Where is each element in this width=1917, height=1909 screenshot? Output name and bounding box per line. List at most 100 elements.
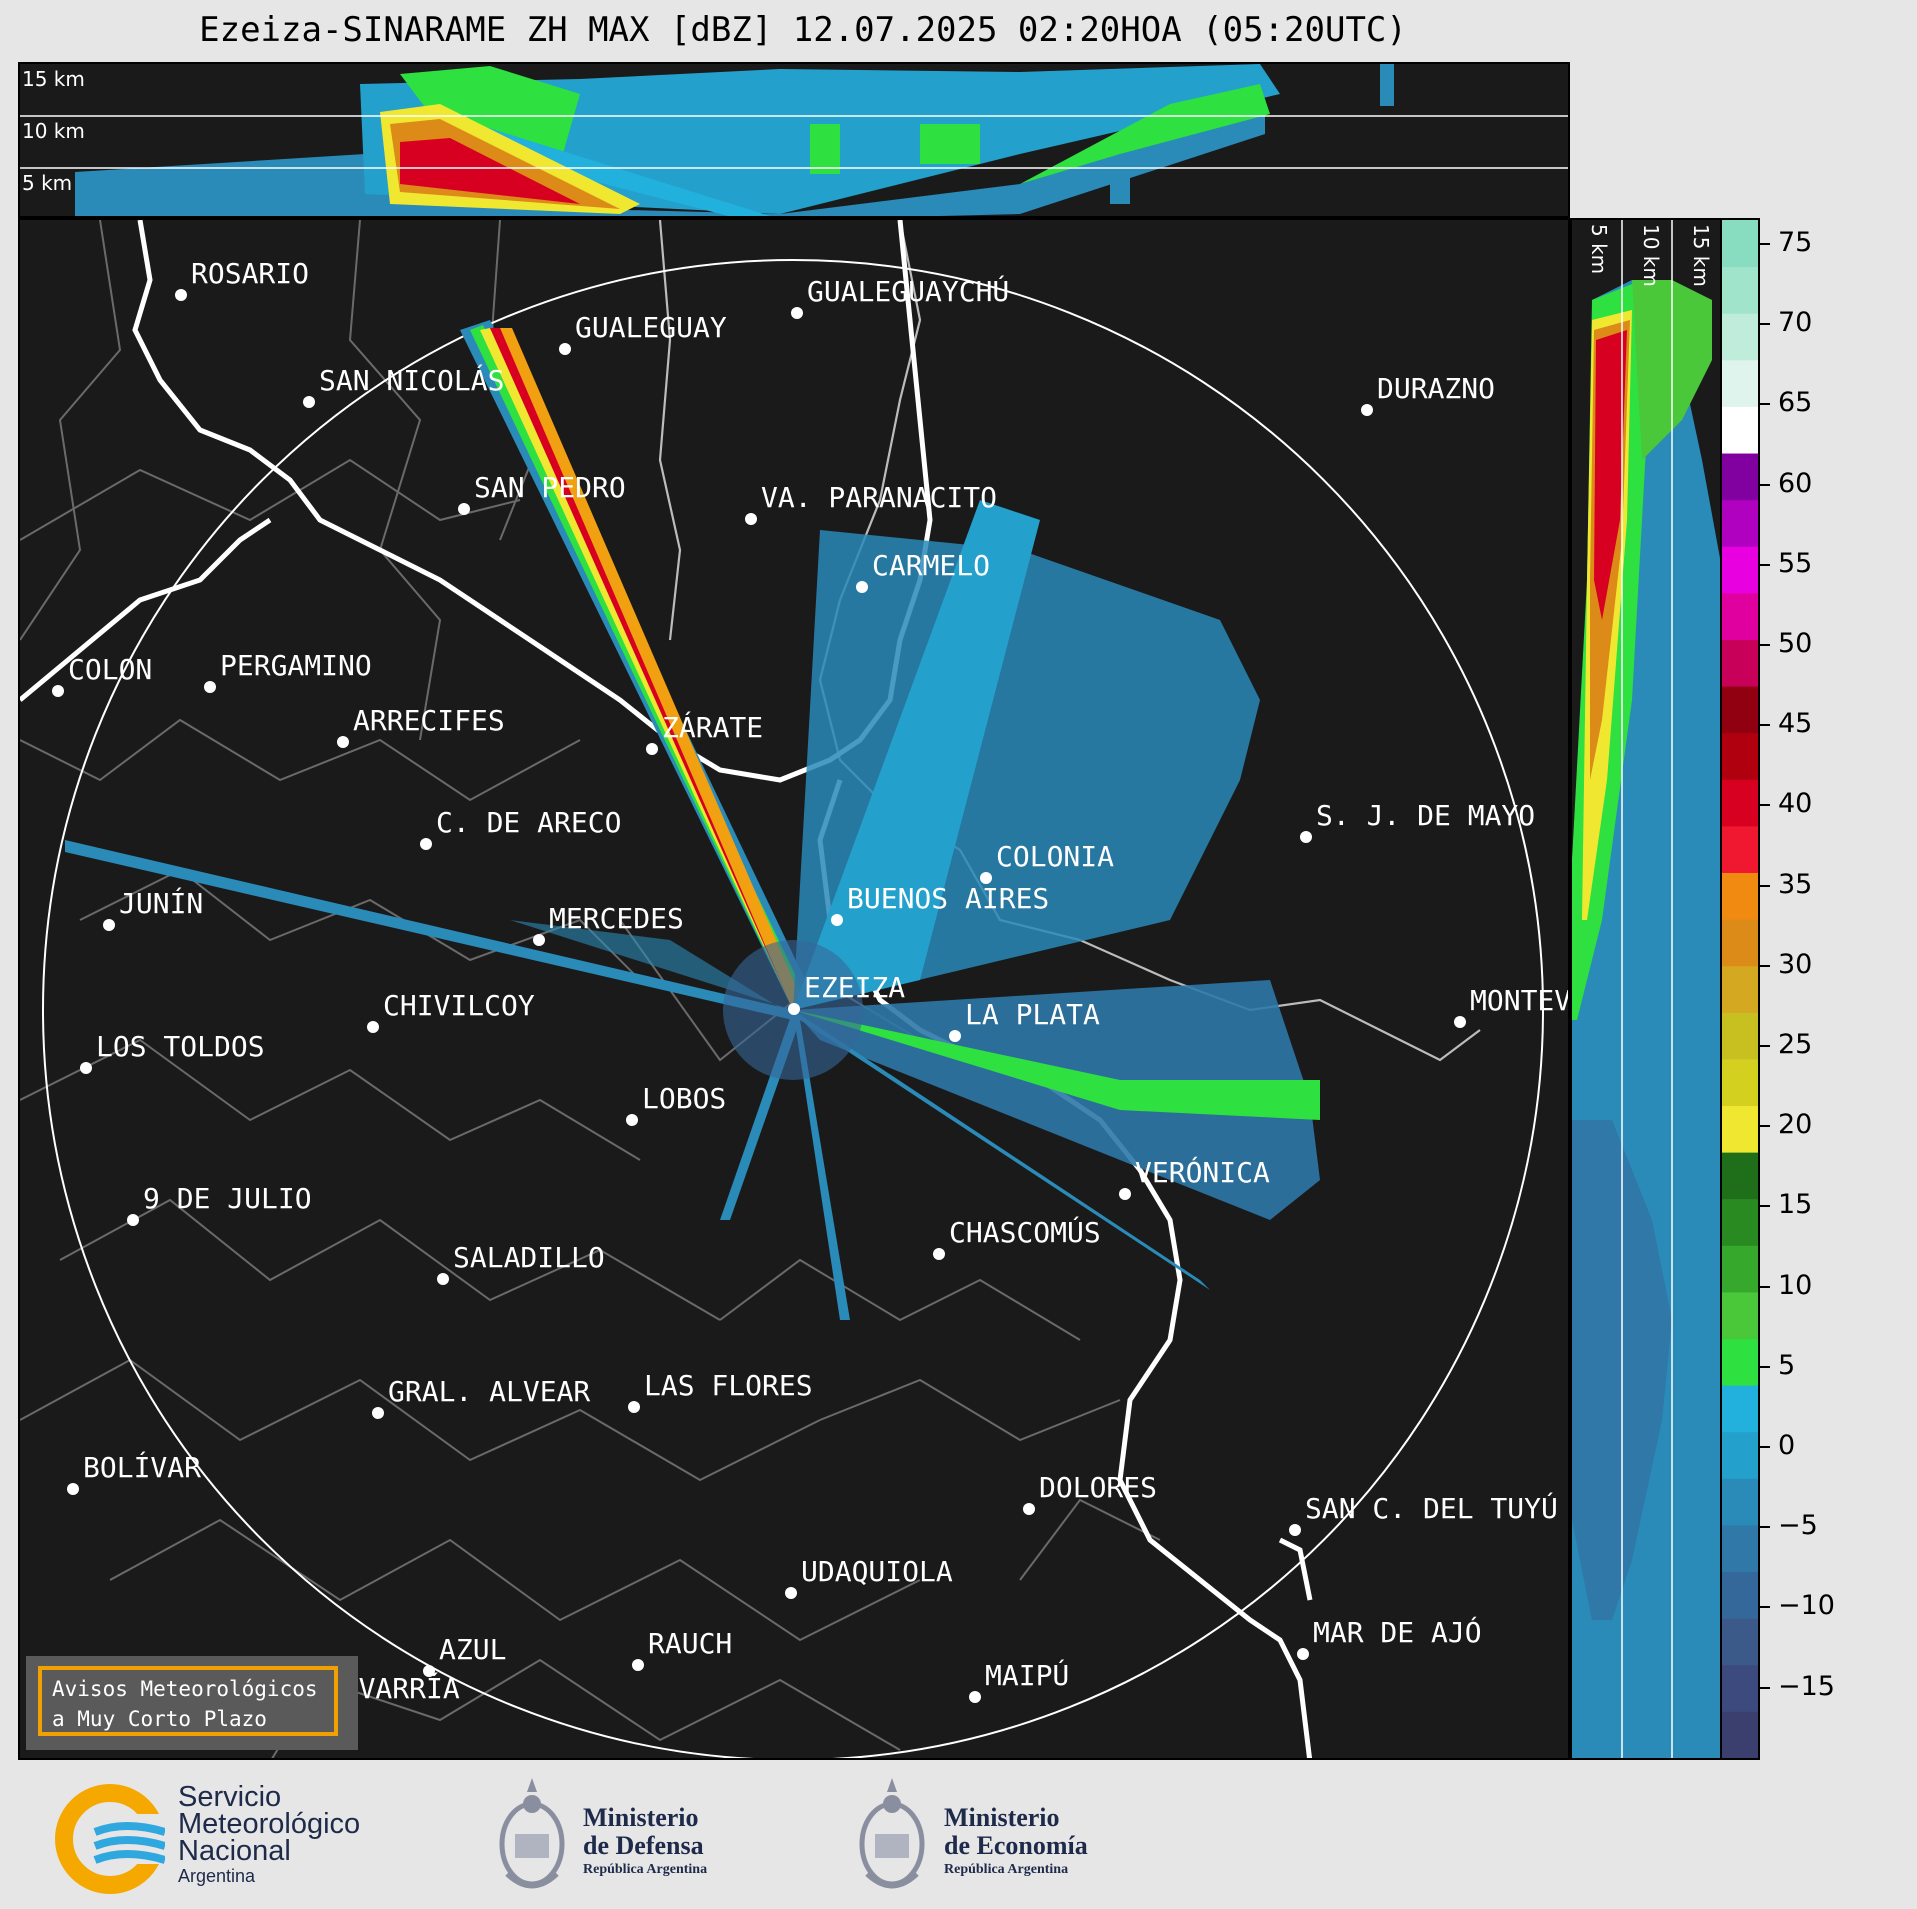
city-marker-9dejulio — [127, 1214, 139, 1226]
colorbar-tick — [1760, 483, 1770, 486]
height-label-15: 15 km — [22, 67, 85, 91]
city-label-sanpedro: SAN PEDRO — [474, 471, 626, 504]
city-label-arrecifes: ARRECIFES — [353, 704, 505, 737]
city-label-buenosaires: BUENOS AIRES — [847, 882, 1049, 915]
city-marker-mardeajo — [1297, 1648, 1309, 1660]
smn-line-1: Servicio — [178, 1781, 282, 1813]
city-marker-montevideo — [1454, 1016, 1466, 1028]
city-label-bolivar: BOLÍVAR — [83, 1450, 201, 1484]
city-label-pergamino: PERGAMINO — [220, 649, 372, 682]
colorbar-segment — [1722, 965, 1758, 1013]
city-label-mercedes: MERCEDES — [549, 902, 684, 935]
colorbar-tick-label: 20 — [1778, 1109, 1813, 1141]
city-marker-mercedes — [533, 934, 545, 946]
colorbar-tick — [1760, 1686, 1770, 1689]
colorbar-segment — [1722, 313, 1758, 361]
colorbar-segment — [1722, 1431, 1758, 1479]
eco-line-1: Ministerio — [944, 1803, 1060, 1832]
colorbar-segment — [1722, 546, 1758, 594]
colorbar-segment — [1722, 1338, 1758, 1386]
city-marker-sannicolas — [303, 396, 315, 408]
city-marker-zarate — [646, 743, 658, 755]
colorbar-segment — [1722, 1152, 1758, 1200]
city-label-rosario: ROSARIO — [191, 257, 309, 290]
city-label-azul: AZUL — [439, 1633, 506, 1666]
smn-line-4: Argentina — [178, 1866, 256, 1886]
colorbar-tick — [1760, 724, 1770, 727]
colorbar-tick-label: −15 — [1778, 1670, 1835, 1702]
colorbar-tick-label: 25 — [1778, 1029, 1813, 1060]
colorbar-segment — [1722, 1618, 1758, 1666]
colorbar-segment — [1722, 872, 1758, 920]
city-label-gralalvear: GRAL. ALVEAR — [388, 1375, 590, 1408]
city-marker-gualeguay — [559, 343, 571, 355]
city-marker-rosario — [175, 289, 187, 301]
city-marker-maipu — [969, 1691, 981, 1703]
smn-logo-icon — [55, 1784, 165, 1894]
side-height-label-10: 10 km — [1639, 224, 1663, 287]
colorbar-tick-label: 40 — [1778, 788, 1813, 820]
city-label-saladillo: SALADILLO — [453, 1241, 605, 1274]
city-label-colonia: COLONIA — [996, 840, 1114, 873]
city-label-dolores: DOLORES — [1039, 1471, 1157, 1504]
city-layer: ROSARIO GUALEGUAYCHÚ GUALEGUAY SAN NICOLÁS D… — [52, 257, 1570, 1716]
colorbar-tick — [1760, 403, 1770, 406]
alert-line-2: a Muy Corto Plazo — [52, 1707, 267, 1731]
colorbar-tick — [1760, 884, 1770, 887]
city-marker-gualeguaychu — [791, 307, 803, 319]
colorbar-tick-label: 30 — [1778, 948, 1813, 980]
colorbar-tick-label: 10 — [1778, 1269, 1813, 1301]
city-marker-saladillo — [437, 1273, 449, 1285]
city-label-sannicolas: SAN NICOLÁS — [319, 363, 504, 397]
colorbar-tick — [1760, 1045, 1770, 1047]
colorbar-tick-label: 75 — [1778, 227, 1813, 258]
colorbar-segment — [1722, 1664, 1758, 1712]
colorbar-segment — [1722, 1385, 1758, 1433]
colorbar-segment — [1722, 686, 1758, 734]
colorbar-segment — [1722, 1198, 1758, 1246]
colorbar-tick-label: 0 — [1778, 1430, 1796, 1461]
radar-map[interactable]: ROSARIO GUALEGUAYCHÚ GUALEGUAY SAN NICOLÁS D… — [18, 218, 1570, 1760]
city-marker-sanclemente — [1289, 1524, 1301, 1536]
city-marker-chivilcoy — [367, 1021, 379, 1033]
colorbar-tick — [1760, 964, 1770, 967]
city-label-colon: COLON — [68, 653, 152, 686]
colorbar-segment — [1722, 406, 1758, 454]
colorbar-segment — [1722, 1571, 1758, 1619]
city-marker-bolivar — [67, 1483, 79, 1495]
city-label-sjdemayo: S. J. DE MAYO — [1316, 799, 1535, 832]
city-label-lasflores: LAS FLORES — [644, 1369, 813, 1402]
city-marker-careco — [420, 838, 432, 850]
alert-link[interactable]: Avisos Meteorológicos a Muy Corto Plazo — [38, 1666, 338, 1736]
city-marker-colon — [52, 685, 64, 697]
alert-box[interactable]: Avisos Meteorológicos a Muy Corto Plazo — [26, 1656, 358, 1750]
economia-seal-icon — [859, 1778, 925, 1889]
colorbar-tick — [1760, 563, 1770, 566]
city-marker-udaquiola — [785, 1587, 797, 1599]
colorbar-tick-label: 35 — [1778, 868, 1813, 900]
colorbar-segment — [1722, 499, 1758, 547]
city-label-montevideo: MONTEVIDEO — [1470, 984, 1570, 1017]
city-label-laplata: LA PLATA — [965, 998, 1100, 1031]
page-title: Ezeiza-SINARAME ZH MAX [dBZ] 12.07.2025 … — [199, 10, 1407, 50]
colorbar-segment — [1722, 639, 1758, 687]
city-label-carmelo: CARMELO — [872, 549, 990, 582]
colorbar-tick-label: 45 — [1778, 708, 1813, 740]
city-marker-lasflores — [628, 1401, 640, 1413]
def-line-1: Ministerio — [583, 1803, 699, 1832]
colorbar-segment — [1722, 779, 1758, 827]
city-marker-ezeiza — [788, 1003, 800, 1015]
city-label-careco: C. DE ARECO — [436, 806, 621, 839]
city-label-9dejulio: 9 DE JULIO — [143, 1182, 312, 1215]
city-label-lobos: LOBOS — [642, 1082, 726, 1115]
colorbar-segment — [1722, 592, 1758, 640]
height-label-10: 10 km — [22, 119, 85, 143]
side-height-label-15: 15 km — [1689, 224, 1713, 287]
colorbar-tick-label: 70 — [1778, 307, 1813, 339]
city-marker-lostoldos — [80, 1062, 92, 1074]
colorbar-segment — [1722, 453, 1758, 501]
colorbar-tick-label: 50 — [1778, 628, 1813, 659]
colorbar-tick — [1760, 804, 1770, 807]
economia-logo-text: Ministerio de Economía República Argenti… — [944, 1804, 1088, 1880]
def-line-2: de Defensa — [583, 1831, 704, 1860]
